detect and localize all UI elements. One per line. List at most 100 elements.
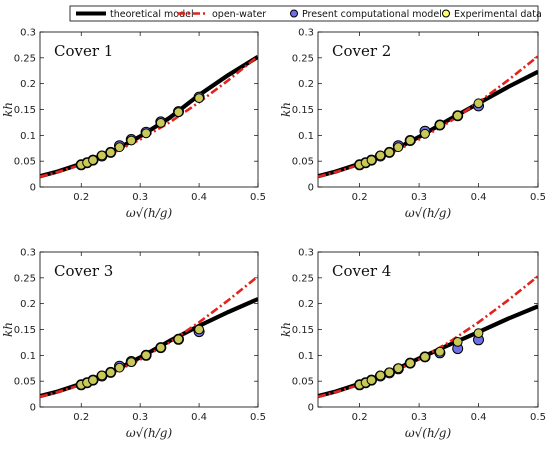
- point-experimental: [141, 350, 152, 361]
- y-tick-label: 0.25: [14, 53, 36, 64]
- point-experimental: [173, 334, 184, 345]
- point-experimental: [88, 155, 98, 166]
- panel-title: Cover 2: [332, 42, 391, 60]
- legend-label-theoretical: theoretical model: [110, 9, 194, 20]
- line-series-group: [40, 55, 258, 179]
- point-experimental: [420, 128, 430, 139]
- y-tick-label: 0: [30, 403, 36, 414]
- y-tick-label: 0.25: [292, 53, 314, 64]
- x-tick-label: 0.4: [471, 412, 487, 423]
- legend-frame: [69, 5, 539, 22]
- legend-label-experimental: Experimental data: [454, 9, 542, 20]
- x-tick-label: 0.2: [73, 192, 89, 203]
- y-tick-label: 0.1: [20, 351, 36, 362]
- x-tick-label: 0.2: [352, 412, 368, 423]
- y-tick-label: 0.15: [14, 325, 36, 336]
- legend-label-openwater: open-water: [212, 9, 266, 20]
- panel-1: 0 0.05 0.1 0.15 0.2 0.25 0.3 0.2 0.3 0.4 0.5 ω√(h/g…: [1, 28, 266, 221]
- line-series-group: [318, 55, 538, 179]
- point-experimental: [473, 98, 484, 109]
- y-tick-label: 0.05: [292, 157, 314, 168]
- point-experimental: [435, 346, 445, 357]
- point-experimental: [155, 118, 166, 128]
- point-experimental: [173, 107, 184, 117]
- panel-2: 0 0.05 0.1 0.15 0.2 0.25 0.3 0.2 0.3 0.4 0.5 ω√(h/g…: [279, 28, 546, 221]
- panel-title: Cover 3: [54, 262, 113, 280]
- x-axis-label: ω√(h/g): [405, 426, 452, 440]
- x-tick-label: 0.4: [471, 192, 487, 203]
- y-tick-label: 0.05: [14, 377, 36, 388]
- x-tick-label: 0.2: [352, 192, 368, 203]
- point-experimental: [97, 370, 107, 381]
- point-experimental: [105, 147, 116, 158]
- y-tick-label: 0.25: [14, 273, 36, 284]
- x-tick-label: 0.5: [250, 192, 266, 203]
- series-line-open-water: [40, 55, 258, 178]
- point-experimental: [88, 375, 98, 386]
- point-experimental: [194, 93, 205, 103]
- series-line-theoretical: [318, 69, 538, 179]
- y-tick-label: 0.1: [20, 131, 36, 142]
- series-line-theoretical: [40, 297, 258, 399]
- point-experimental: [452, 110, 463, 121]
- x-tick-label: 0.3: [132, 412, 148, 423]
- series-line-theoretical: [40, 55, 258, 179]
- x-axis-label: ω√(h/g): [405, 206, 452, 220]
- point-experimental: [141, 128, 152, 139]
- point-experimental: [452, 337, 463, 347]
- point-experimental: [114, 362, 125, 373]
- x-tick-label: 0.2: [73, 412, 89, 423]
- plot-area: [39, 31, 259, 188]
- point-experimental: [393, 142, 404, 153]
- point-experimental: [393, 363, 404, 374]
- y-tick-label: 0.1: [298, 131, 314, 142]
- point-experimental: [126, 135, 137, 146]
- x-tick-label: 0.5: [530, 412, 546, 423]
- line-series-group: [318, 275, 538, 399]
- point-experimental: [155, 342, 166, 353]
- point-experimental: [126, 357, 137, 368]
- x-tick-label: 0.3: [411, 412, 427, 423]
- panels: 0 0.05 0.1 0.15 0.2 0.25 0.3 0.2 0.3 0.4 0.5 ω√(h/g…: [1, 28, 546, 441]
- point-experimental: [366, 375, 377, 386]
- y-tick-label: 0.3: [20, 248, 36, 259]
- y-tick-label: 0.2: [298, 299, 314, 310]
- legend-swatch-computational: [290, 9, 298, 18]
- panel-4: 0 0.05 0.1 0.15 0.2 0.25 0.3 0.2 0.3 0.4 0.5 ω√(h/g…: [279, 248, 546, 441]
- plot-area: [317, 31, 539, 188]
- y-tick-label: 0.2: [20, 299, 36, 310]
- x-tick-label: 0.4: [191, 192, 207, 203]
- legend: theoretical model open-water Present compu…: [69, 5, 542, 22]
- y-tick-label: 0: [30, 183, 36, 194]
- point-experimental: [473, 328, 484, 339]
- x-axis-label: ω√(h/g): [126, 206, 173, 220]
- y-tick-label: 0.05: [14, 157, 36, 168]
- y-axis-label: kh: [279, 322, 293, 337]
- y-tick-label: 0.3: [298, 28, 314, 39]
- x-tick-label: 0.4: [191, 412, 207, 423]
- point-experimental: [375, 150, 386, 161]
- line-series-group: [40, 275, 258, 399]
- legend-label-computational: Present computational model: [302, 9, 442, 20]
- y-tick-label: 0.3: [20, 28, 36, 39]
- point-experimental: [405, 358, 416, 369]
- x-axis-label: ω√(h/g): [126, 426, 173, 440]
- panel-title: Cover 1: [54, 42, 113, 60]
- legend-swatch-experimental: [442, 9, 450, 18]
- y-axis-label: kh: [1, 102, 15, 117]
- point-experimental: [194, 324, 205, 335]
- plot-area: [317, 251, 539, 408]
- y-tick-label: 0.15: [14, 105, 36, 116]
- panel-title: Cover 4: [332, 262, 391, 280]
- x-tick-label: 0.3: [411, 192, 427, 203]
- x-tick-label: 0.5: [250, 412, 266, 423]
- point-experimental: [375, 370, 386, 381]
- y-tick-label: 0.1: [298, 351, 314, 362]
- x-tick-label: 0.5: [530, 192, 546, 203]
- point-experimental: [105, 367, 116, 378]
- y-tick-label: 0.05: [292, 377, 314, 388]
- y-tick-label: 0.2: [298, 79, 314, 90]
- x-tick-label: 0.3: [132, 192, 148, 203]
- series-line-open-water: [318, 55, 538, 178]
- panel-3: 0 0.05 0.1 0.15 0.2 0.25 0.3 0.2 0.3 0.4 0.5 ω√(h/g…: [1, 248, 266, 441]
